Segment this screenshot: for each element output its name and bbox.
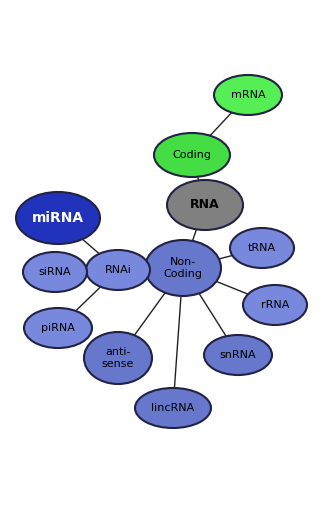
Text: tRNA: tRNA bbox=[248, 243, 276, 253]
Ellipse shape bbox=[214, 75, 282, 115]
Ellipse shape bbox=[86, 250, 150, 290]
Ellipse shape bbox=[154, 133, 230, 177]
Ellipse shape bbox=[204, 335, 272, 375]
Text: siRNA: siRNA bbox=[39, 267, 71, 277]
Ellipse shape bbox=[23, 252, 87, 292]
Ellipse shape bbox=[135, 388, 211, 428]
Text: mRNA: mRNA bbox=[231, 90, 265, 100]
Text: piRNA: piRNA bbox=[41, 323, 75, 333]
Text: anti-
sense: anti- sense bbox=[102, 347, 134, 369]
Text: RNAi: RNAi bbox=[105, 265, 131, 275]
Text: Coding: Coding bbox=[173, 150, 211, 160]
Ellipse shape bbox=[24, 308, 92, 348]
Ellipse shape bbox=[16, 192, 100, 244]
Text: lincRNA: lincRNA bbox=[151, 403, 195, 413]
Text: miRNA: miRNA bbox=[32, 211, 84, 225]
Ellipse shape bbox=[84, 332, 152, 384]
Ellipse shape bbox=[243, 285, 307, 325]
Text: snRNA: snRNA bbox=[220, 350, 256, 360]
Ellipse shape bbox=[230, 228, 294, 268]
Ellipse shape bbox=[167, 180, 243, 230]
Text: RNA: RNA bbox=[190, 198, 220, 212]
Ellipse shape bbox=[145, 240, 221, 296]
Text: rRNA: rRNA bbox=[261, 300, 289, 310]
Text: Non-
Coding: Non- Coding bbox=[163, 257, 203, 279]
